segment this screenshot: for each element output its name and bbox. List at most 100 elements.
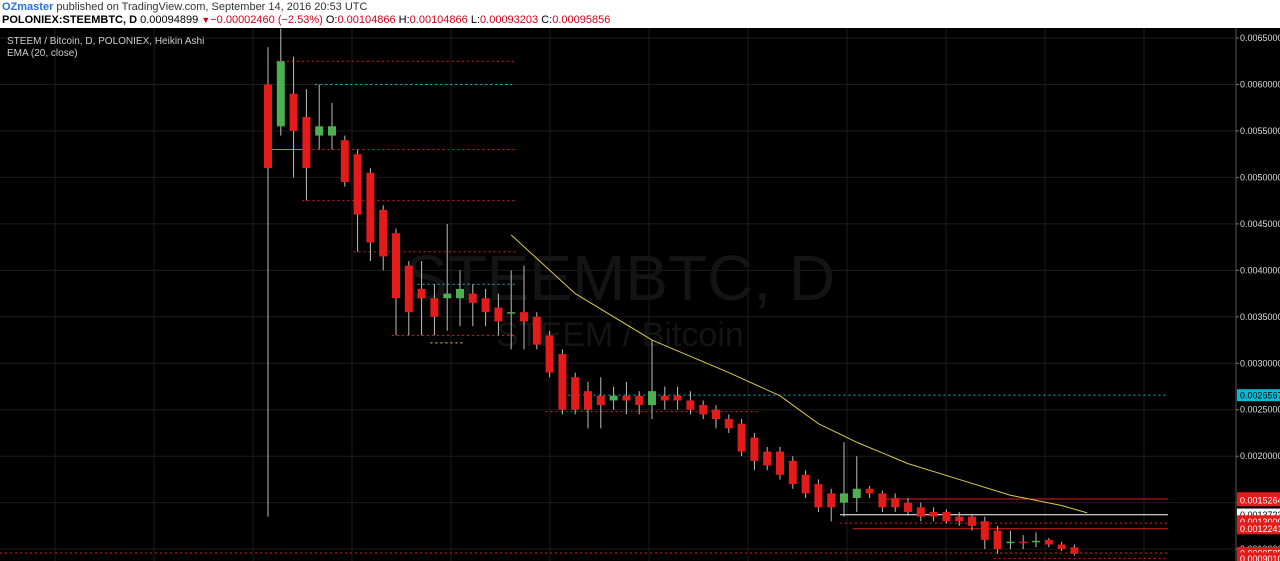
price-tag	[1237, 389, 1280, 402]
publish-header: OZmaster published on TradingView.com, S…	[0, 0, 1280, 28]
candle-body	[392, 233, 400, 299]
series-title: STEEM / Bitcoin, D, POLONIEX, Heikin Ash…	[7, 36, 205, 47]
candle-body	[532, 316, 541, 345]
author-link[interactable]: OZmaster	[2, 1, 54, 13]
candle-body	[417, 288, 426, 299]
axis-tick-label: 0.00400000	[1240, 265, 1280, 275]
candle-body	[276, 61, 285, 127]
price-chart[interactable]: STEEMBTC, D STEEM / Bitcoin 0.006500000.…	[0, 28, 1280, 561]
candle-body	[609, 395, 618, 401]
candle-body	[993, 530, 1002, 550]
candle-body	[315, 126, 324, 136]
candle-body	[737, 423, 746, 452]
candle-body	[264, 84, 272, 169]
indicator-label[interactable]: EMA (20, close)	[7, 48, 78, 59]
candle-body	[366, 172, 375, 243]
candle-body	[1057, 544, 1066, 550]
candle-body	[379, 209, 388, 257]
candle-body	[852, 488, 861, 499]
price-tag-label: 0.00090100	[1240, 554, 1280, 561]
watermark-symbol: STEEMBTC, D	[405, 242, 835, 314]
price-tag	[1237, 494, 1280, 507]
axis-tick-label: 0.00650000	[1240, 33, 1280, 43]
candle-body	[929, 511, 938, 517]
price-tag-label: 0.00130001	[1240, 517, 1280, 527]
chart-legend: STEEM / Bitcoin, D, POLONIEX, Heikin Ash…	[7, 36, 204, 60]
price-tag-label: 0.00122415	[1240, 524, 1280, 534]
candle-body	[468, 293, 477, 303]
candle-body	[699, 405, 708, 415]
candle-body	[404, 265, 413, 313]
candle-body	[660, 395, 669, 401]
candle-body	[584, 391, 592, 410]
candle-body	[980, 521, 989, 540]
close-value: 0.00095856	[552, 14, 611, 26]
candle-body	[968, 516, 976, 526]
candle-body	[878, 493, 887, 508]
candle-body	[955, 516, 964, 522]
price-tag	[1237, 552, 1280, 561]
last-price: 0.00094899	[140, 14, 199, 26]
axis-tick-label: 0.00600000	[1240, 79, 1280, 89]
axis-tick-label: 0.00550000	[1240, 126, 1280, 136]
candle-body	[686, 400, 695, 410]
candle-body	[328, 126, 336, 136]
candle-body	[904, 502, 912, 512]
candle-body	[494, 307, 503, 322]
candle-body	[481, 298, 490, 313]
open-label: O:	[325, 14, 338, 26]
candle-body	[545, 335, 554, 373]
candle-body	[840, 493, 848, 503]
candle-body	[865, 488, 874, 494]
candle-body	[622, 395, 631, 401]
axis-tick-label: 0.00300000	[1240, 358, 1280, 368]
grid-lines	[0, 28, 1236, 561]
candle-body	[801, 474, 810, 494]
axis-tick-label: 0.00200000	[1240, 451, 1280, 461]
candle-body	[1044, 539, 1053, 545]
low-label: L:	[470, 14, 481, 26]
candle-body	[916, 507, 925, 517]
high-label: H:	[398, 14, 410, 26]
candle-body	[302, 116, 311, 169]
candle-body	[1032, 540, 1040, 543]
price-axis[interactable]: 0.00650000 0.00600000 0.00550000 0.00500000…	[1235, 28, 1280, 561]
candle-body	[353, 154, 362, 215]
candle-body	[635, 395, 644, 406]
candle-body	[507, 312, 516, 314]
candle-body	[520, 312, 528, 322]
price-change: −0.00002460 (−2.53%)	[210, 14, 323, 26]
close-label: C:	[541, 14, 553, 26]
candle-body	[724, 419, 733, 429]
candle-body	[1006, 541, 1015, 544]
candle-body	[289, 93, 298, 131]
candle-body	[430, 298, 439, 317]
candle-body	[456, 288, 464, 299]
candle-body	[1070, 547, 1079, 554]
publish-text: published on TradingView.com, September …	[56, 1, 368, 13]
candle-body	[788, 460, 797, 485]
low-value: 0.00093203	[480, 14, 539, 26]
publish-info: OZmaster published on TradingView.com, S…	[2, 1, 367, 14]
ema-line	[510, 234, 1088, 514]
candle-body	[750, 437, 759, 461]
quote-line: POLONIEX:STEEMBTC, D 0.00094899 ▼−0.0000…	[2, 14, 610, 27]
candle-body	[340, 140, 349, 183]
candles	[264, 28, 1079, 556]
candle-body	[814, 484, 823, 508]
symbol-label: POLONIEX:STEEMBTC, D	[2, 14, 138, 26]
axis-tick-label: 0.00450000	[1240, 219, 1280, 229]
open-value: 0.00104866	[337, 14, 396, 26]
candle-body	[596, 395, 605, 406]
axis-background	[1236, 28, 1280, 561]
candle-body	[1019, 541, 1028, 544]
price-tag-label: 0.00265676	[1240, 391, 1280, 401]
candle-body	[571, 377, 580, 410]
price-tag-label: 0.00152641	[1240, 496, 1280, 506]
candle-body	[712, 409, 720, 420]
candle-body	[443, 293, 452, 299]
candle-body	[558, 353, 567, 410]
candle-body	[763, 451, 772, 466]
axis-tick-label: 0.00350000	[1240, 312, 1280, 322]
axis-tick-label: 0.00250000	[1240, 405, 1280, 415]
